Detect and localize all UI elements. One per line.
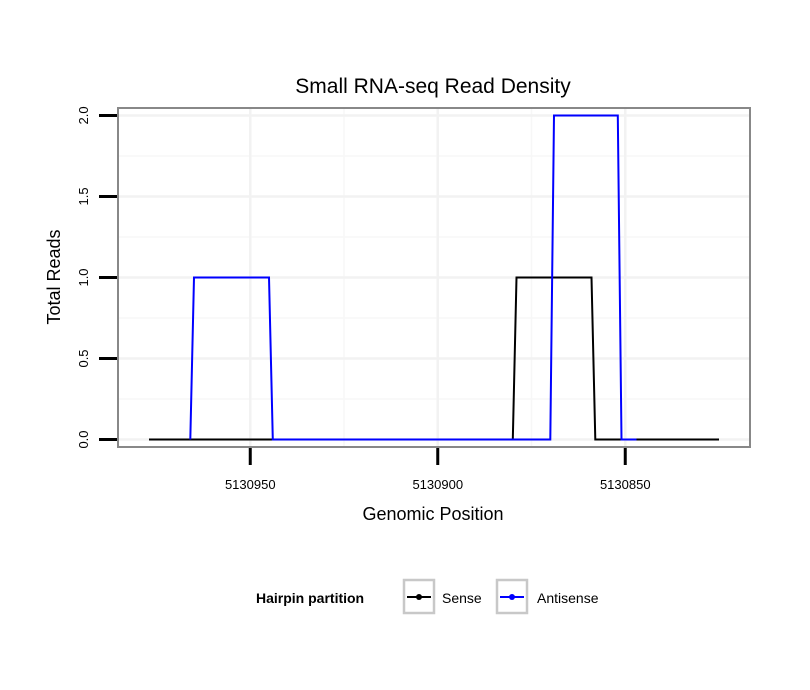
- x-tick-label: 5130900: [412, 477, 463, 492]
- legend-item-antisense: Antisense: [495, 578, 599, 615]
- x-tick-label: 5130950: [225, 477, 276, 492]
- y-tick-label: 0.5: [76, 349, 91, 367]
- legend: Hairpin partition Sense Antisense: [256, 578, 599, 615]
- y-tick-label: 2.0: [76, 106, 91, 124]
- series-layer: [149, 114, 719, 441]
- legend-label-antisense: Antisense: [537, 590, 599, 606]
- series-line-antisense: [189, 114, 637, 441]
- y-tick-label: 1.5: [76, 187, 91, 205]
- chart-title: Small RNA-seq Read Density: [295, 75, 571, 98]
- x-tick-label: 5130850: [600, 477, 651, 492]
- legend-label-sense: Sense: [442, 590, 482, 606]
- legend-item-sense: Sense: [402, 578, 482, 615]
- legend-point-antisense: [509, 594, 515, 600]
- grid-lines: [119, 109, 749, 446]
- legend-title: Hairpin partition: [256, 590, 364, 606]
- y-axis: 0.0 0.5 1.0 1.5 2.0: [76, 106, 117, 449]
- legend-point-sense: [416, 594, 422, 600]
- x-axis: 5130950 5130900 5130850: [225, 448, 651, 492]
- y-tick-label: 0.0: [76, 430, 91, 448]
- y-axis-title: Total Reads: [44, 229, 64, 324]
- plot-panel-border: [117, 107, 751, 448]
- y-tick-label: 1.0: [76, 268, 91, 286]
- x-axis-title: Genomic Position: [362, 504, 503, 524]
